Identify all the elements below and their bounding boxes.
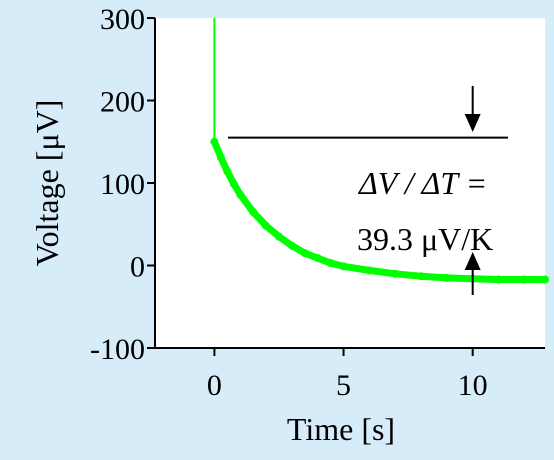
annotation-layer: ΔV / ΔT = 39.3 μV/K <box>228 86 508 295</box>
arrow-down-head <box>464 114 481 132</box>
data-point <box>249 207 258 216</box>
data-point <box>210 137 219 146</box>
arrow-up-head <box>464 252 481 270</box>
data-point <box>326 259 335 268</box>
y-tick-label: 300 <box>100 3 145 36</box>
y-tick-label: 0 <box>130 251 145 284</box>
y-axis-label: Voltage [μV] <box>29 100 65 267</box>
series-layer <box>210 18 549 284</box>
data-point <box>262 221 271 230</box>
y-tick-label: -100 <box>90 333 145 366</box>
plot-area <box>155 18 545 348</box>
x-tick-label: 0 <box>207 369 222 402</box>
x-tick-label: 10 <box>458 369 488 402</box>
data-point <box>541 275 549 284</box>
data-point <box>236 190 245 199</box>
data-point <box>274 232 283 241</box>
seebeck-value-label: 39.3 μV/K <box>357 221 493 257</box>
data-point <box>365 266 374 275</box>
delta-ratio-label: ΔV / ΔT = <box>357 165 487 201</box>
data-point <box>520 275 529 284</box>
data-point <box>442 273 451 282</box>
data-point <box>417 272 426 281</box>
data-point <box>223 167 232 176</box>
x-tick-label: 5 <box>336 369 351 402</box>
data-point <box>339 262 348 271</box>
data-point <box>216 153 225 162</box>
ticks-layer: -100 0 100 200 300 0 5 10 <box>90 3 488 402</box>
y-tick-label: 200 <box>100 86 145 119</box>
x-axis-label: Time [s] <box>287 411 395 447</box>
data-point <box>313 254 322 263</box>
data-point <box>300 249 309 258</box>
y-tick-label: 100 <box>100 168 145 201</box>
data-point <box>287 241 296 250</box>
data-point <box>229 179 238 188</box>
data-point <box>494 275 503 284</box>
data-point <box>391 269 400 278</box>
